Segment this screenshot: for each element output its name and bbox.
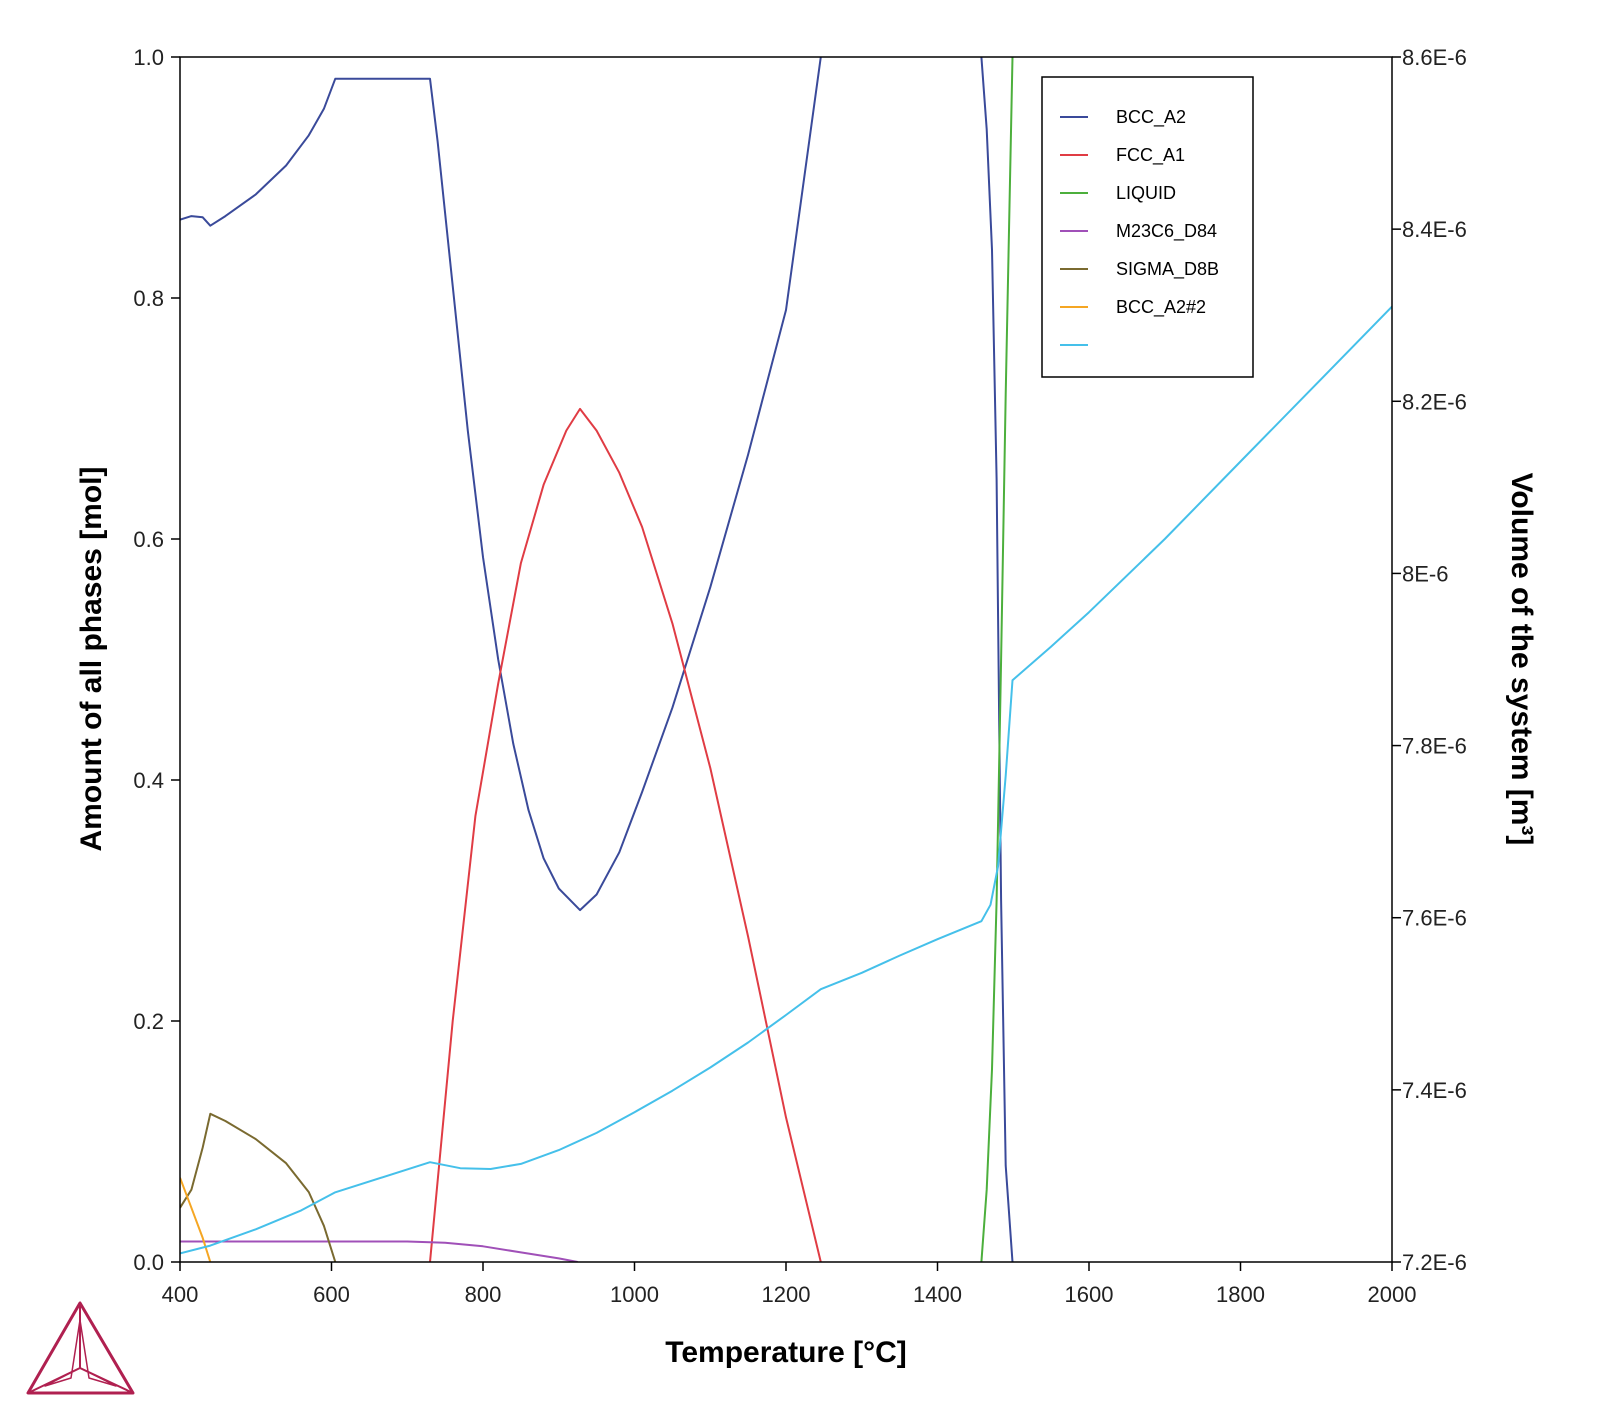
series-line-m23c6-d84-4 bbox=[180, 1240, 578, 1262]
legend-label: SIGMA_D8B bbox=[1116, 259, 1219, 280]
y2-tick-label: 7.4E-6 bbox=[1402, 1078, 1467, 1103]
y2-tick-label: 8E-6 bbox=[1402, 561, 1448, 586]
x-tick-label: 1200 bbox=[762, 1282, 811, 1307]
legend: BCC_A2 FCC_A1 LIQUID M23C6_D84 SIGMA_D8B BCC_… bbox=[1041, 76, 1254, 378]
series-line-bcc-a2-0 bbox=[180, 57, 822, 912]
x-tick-label: 1600 bbox=[1065, 1282, 1114, 1307]
y-tick-label: 1.0 bbox=[133, 45, 164, 70]
legend-label: M23C6_D84 bbox=[1116, 221, 1217, 242]
y2-axis-title: Volume of the system [m³] bbox=[1505, 473, 1538, 846]
y2-tick-label: 8.6E-6 bbox=[1402, 45, 1467, 70]
y-axis-title: Amount of all phases [mol] bbox=[75, 466, 108, 851]
y-tick-label: 0.6 bbox=[133, 527, 164, 552]
legend-label: LIQUID bbox=[1116, 183, 1176, 203]
y2-tick-label: 8.4E-6 bbox=[1402, 217, 1467, 242]
series-layer bbox=[180, 57, 1392, 1262]
legend-label: FCC_A1 bbox=[1116, 145, 1185, 166]
legend-label: BCC_A2 bbox=[1116, 107, 1186, 128]
x-tick-label: 400 bbox=[162, 1282, 199, 1307]
y2-tick-label: 7.8E-6 bbox=[1402, 734, 1467, 759]
y2-tick-label: 8.2E-6 bbox=[1402, 389, 1467, 414]
legend-box bbox=[1041, 76, 1254, 378]
series-line-fcc-a1-2 bbox=[429, 407, 822, 1262]
y2-tick-label: 7.6E-6 bbox=[1402, 906, 1467, 931]
series-line-liquid-3 bbox=[980, 57, 1014, 1262]
y2-tick-label: 7.2E-6 bbox=[1402, 1250, 1467, 1275]
legend-label: BCC_A2#2 bbox=[1116, 297, 1206, 318]
x-axis: 400 600 800 1000 1200 1400 1600 1800 2000 bbox=[162, 1262, 1417, 1307]
y-tick-label: 0.4 bbox=[133, 768, 164, 793]
y-axis: 0.0 0.2 0.4 0.6 0.8 1.0 bbox=[133, 45, 180, 1275]
x-tick-label: 2000 bbox=[1368, 1282, 1417, 1307]
x-tick-label: 800 bbox=[465, 1282, 502, 1307]
thermo-calc-logo-icon bbox=[26, 1301, 135, 1395]
series-line-volume-7 bbox=[180, 305, 1392, 1255]
y-tick-label: 0.8 bbox=[133, 286, 164, 311]
x-tick-label: 1400 bbox=[913, 1282, 962, 1307]
x-tick-label: 1800 bbox=[1216, 1282, 1265, 1307]
y-tick-label: 0.2 bbox=[133, 1009, 164, 1034]
series-line-sigma-d8b-5 bbox=[180, 1112, 337, 1262]
x-tick-label: 600 bbox=[313, 1282, 350, 1307]
y2-axis: 7.2E-6 7.4E-6 7.6E-6 7.8E-6 8E-6 8.2E-6 8.4E-6… bbox=[1392, 45, 1467, 1275]
y-tick-label: 0.0 bbox=[133, 1250, 164, 1275]
x-axis-title: Temperature [°C] bbox=[665, 1336, 906, 1369]
series-line-bcc-a2-2-6 bbox=[180, 1177, 212, 1262]
x-tick-label: 1000 bbox=[610, 1282, 659, 1307]
series-line-bcc-a2-1 bbox=[980, 57, 1014, 1262]
